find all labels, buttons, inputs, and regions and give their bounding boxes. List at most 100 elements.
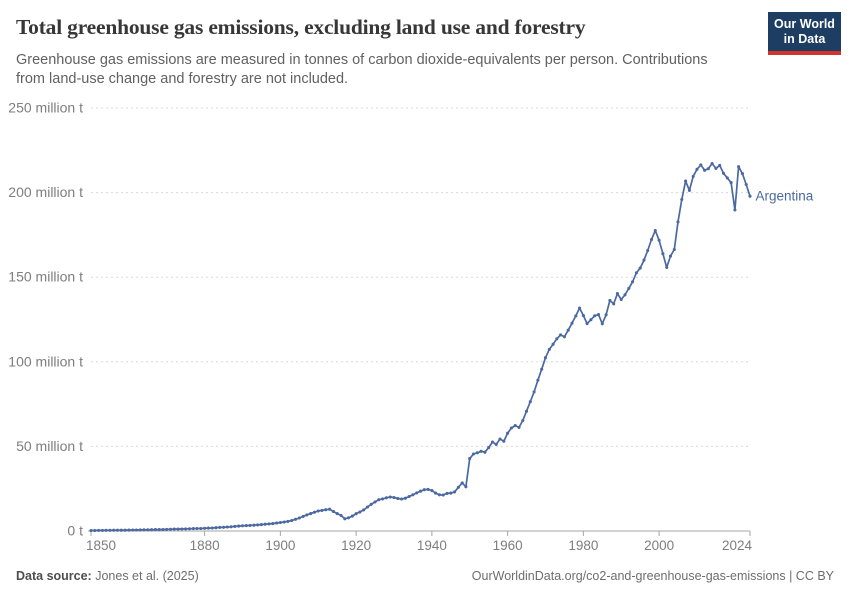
data-point[interactable]: [229, 525, 233, 529]
data-point[interactable]: [104, 528, 108, 532]
data-point[interactable]: [191, 527, 195, 531]
data-point[interactable]: [127, 528, 131, 532]
data-point[interactable]: [441, 493, 445, 497]
data-point[interactable]: [237, 524, 241, 528]
data-point[interactable]: [570, 321, 574, 325]
data-point[interactable]: [362, 508, 366, 512]
data-point[interactable]: [172, 527, 176, 531]
data-point[interactable]: [619, 297, 623, 302]
data-point[interactable]: [248, 523, 252, 527]
data-point[interactable]: [627, 286, 631, 290]
data-point[interactable]: [233, 524, 237, 528]
data-point[interactable]: [706, 167, 710, 171]
data-point[interactable]: [464, 485, 468, 489]
data-point[interactable]: [581, 314, 585, 318]
data-point[interactable]: [585, 322, 589, 326]
data-point[interactable]: [392, 495, 396, 500]
data-point[interactable]: [631, 280, 635, 284]
data-point[interactable]: [131, 528, 135, 532]
data-point[interactable]: [328, 507, 332, 511]
data-point[interactable]: [335, 512, 339, 516]
data-point[interactable]: [290, 518, 294, 523]
data-point[interactable]: [256, 523, 260, 527]
data-point[interactable]: [638, 266, 642, 270]
data-point[interactable]: [725, 176, 729, 180]
data-point[interactable]: [453, 490, 457, 494]
data-point[interactable]: [267, 522, 271, 526]
data-point[interactable]: [471, 452, 476, 456]
data-point[interactable]: [138, 528, 142, 532]
data-point[interactable]: [403, 496, 407, 500]
data-point[interactable]: [596, 313, 601, 317]
data-point[interactable]: [490, 440, 495, 444]
data-point[interactable]: [320, 508, 324, 512]
data-point[interactable]: [369, 502, 373, 506]
data-point[interactable]: [623, 293, 627, 297]
data-point[interactable]: [161, 527, 165, 532]
data-point[interactable]: [718, 163, 722, 167]
data-point[interactable]: [551, 342, 555, 346]
data-point[interactable]: [346, 516, 351, 520]
data-point[interactable]: [214, 526, 218, 530]
data-point[interactable]: [589, 318, 593, 322]
data-point[interactable]: [339, 513, 343, 517]
data-point[interactable]: [365, 505, 370, 509]
data-point[interactable]: [714, 166, 718, 170]
data-point[interactable]: [684, 179, 688, 183]
data-point[interactable]: [559, 333, 563, 337]
data-point[interactable]: [543, 356, 548, 360]
data-point[interactable]: [509, 426, 513, 430]
data-point[interactable]: [536, 378, 540, 382]
data-point[interactable]: [434, 491, 438, 495]
data-point[interactable]: [343, 517, 347, 521]
data-point[interactable]: [532, 390, 536, 394]
data-point[interactable]: [418, 489, 423, 493]
data-point[interactable]: [187, 527, 192, 531]
data-point[interactable]: [430, 489, 434, 493]
data-point[interactable]: [498, 437, 502, 441]
data-point[interactable]: [225, 525, 229, 529]
data-point[interactable]: [680, 197, 684, 202]
data-point[interactable]: [445, 491, 449, 495]
data-point[interactable]: [168, 527, 173, 531]
data-point[interactable]: [574, 314, 578, 318]
data-point[interactable]: [634, 271, 638, 275]
data-point[interactable]: [653, 228, 657, 233]
data-point[interactable]: [691, 174, 695, 178]
data-point[interactable]: [657, 238, 661, 242]
data-point[interactable]: [494, 442, 498, 446]
data-point[interactable]: [142, 528, 146, 532]
data-point[interactable]: [528, 400, 532, 404]
data-point[interactable]: [119, 528, 123, 532]
data-point[interactable]: [449, 491, 453, 495]
data-point[interactable]: [180, 527, 184, 531]
data-point[interactable]: [483, 450, 487, 454]
data-point[interactable]: [354, 512, 358, 516]
data-point[interactable]: [615, 292, 619, 296]
data-point[interactable]: [661, 252, 665, 256]
data-point[interactable]: [176, 527, 180, 531]
data-point[interactable]: [642, 258, 646, 262]
data-point[interactable]: [373, 500, 377, 504]
data-point[interactable]: [566, 328, 570, 332]
data-point[interactable]: [737, 165, 741, 169]
data-point[interactable]: [301, 514, 305, 518]
data-point[interactable]: [150, 528, 154, 532]
data-point[interactable]: [184, 527, 188, 531]
data-point[interactable]: [608, 298, 612, 302]
data-point[interactable]: [502, 439, 506, 443]
data-point[interactable]: [513, 424, 517, 428]
data-point[interactable]: [146, 528, 150, 532]
data-point[interactable]: [668, 254, 673, 258]
data-point[interactable]: [437, 493, 441, 497]
data-point[interactable]: [271, 522, 275, 526]
data-point[interactable]: [578, 306, 582, 310]
data-point[interactable]: [282, 520, 286, 524]
data-point[interactable]: [407, 494, 411, 499]
data-point[interactable]: [517, 425, 521, 429]
data-point[interactable]: [388, 495, 392, 499]
data-point[interactable]: [252, 523, 256, 527]
data-point[interactable]: [377, 498, 381, 502]
data-point[interactable]: [206, 526, 210, 530]
